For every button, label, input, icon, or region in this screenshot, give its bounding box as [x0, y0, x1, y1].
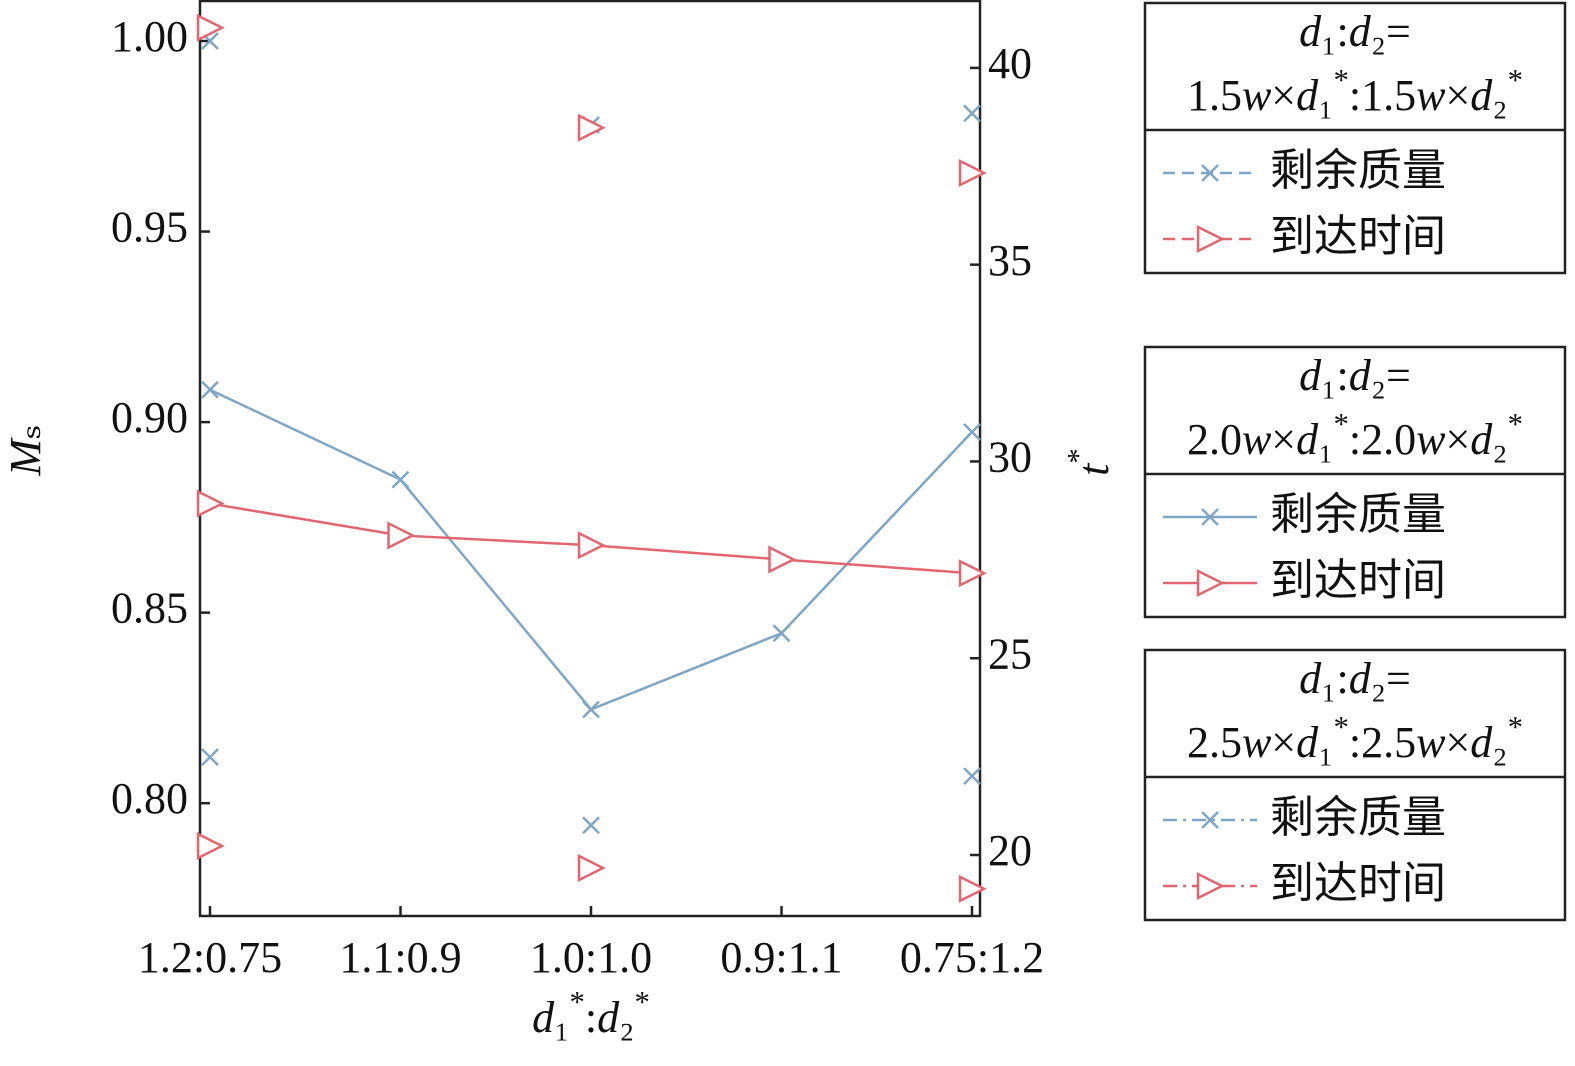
marker-triangle — [958, 559, 987, 588]
y-tick-label: 0.90 — [111, 393, 188, 442]
legend-label: 剩余质量 — [1270, 146, 1446, 195]
marker-triangle — [196, 13, 225, 42]
legend-label: 剩余质量 — [1270, 793, 1446, 842]
marker-x — [582, 816, 600, 835]
legend-title: d₁:d₂= — [1299, 351, 1411, 400]
legend-box — [1143, 345, 1567, 619]
legend-title: d₁:d₂= — [1299, 7, 1411, 56]
legend-title: 1.5w×d₁*:1.5w×d₂* — [1187, 63, 1523, 120]
y-tick-label: 1.00 — [111, 12, 188, 61]
legend-marker — [1201, 164, 1219, 182]
marker-triangle — [958, 874, 987, 903]
x-tick-label: 1.1:0.9 — [339, 933, 461, 982]
y2-tick-label: 25 — [988, 629, 1032, 678]
marker-triangle — [577, 531, 606, 560]
y-tick-label: 0.85 — [111, 584, 188, 633]
y2-axis-label: t* — [1061, 448, 1118, 476]
legend-label: 到达时间 — [1270, 212, 1446, 261]
marker-triangle — [958, 158, 987, 188]
x-tick-label: 0.9:1.1 — [720, 933, 842, 982]
marker-x — [772, 624, 791, 643]
marker-triangle — [387, 521, 416, 550]
legend-marker — [1196, 871, 1225, 901]
marker-x — [963, 423, 981, 441]
marker-triangle — [196, 489, 225, 518]
y2-tick-label: 20 — [988, 826, 1032, 875]
y2-tick-label: 35 — [988, 236, 1032, 285]
y-tick-label: 0.95 — [111, 203, 188, 252]
x-axis-label: d₁*:d₂* — [532, 985, 650, 1042]
marker-triangle — [196, 831, 225, 860]
legend-marker — [1201, 508, 1219, 526]
legend-marker — [1196, 224, 1225, 254]
marker-triangle — [577, 113, 606, 142]
legend-box — [1143, 1, 1567, 275]
y2-tick-label: 40 — [988, 39, 1032, 88]
marker-triangle — [768, 545, 797, 574]
legend-label: 到达时间 — [1270, 859, 1446, 908]
marker-triangle — [577, 853, 606, 883]
y-tick-label: 0.80 — [111, 774, 188, 823]
y2-tick-label: 30 — [988, 433, 1032, 482]
y-axis-label: Mₛ — [1, 424, 50, 476]
x-tick-label: 1.2:0.75 — [138, 933, 282, 982]
legend-label: 到达时间 — [1270, 556, 1446, 605]
legend-box — [1143, 648, 1567, 922]
legend-title: 2.5w×d₁*:2.5w×d₂* — [1187, 710, 1523, 767]
plot-frame — [198, 0, 982, 918]
legend-marker — [1201, 811, 1219, 829]
marker-x — [391, 470, 410, 489]
legend-label: 剩余质量 — [1270, 490, 1446, 539]
marker-x — [963, 104, 981, 123]
legend-title: 2.0w×d₁*:2.0w×d₂* — [1187, 407, 1523, 464]
marker-x — [201, 380, 219, 399]
legend-title: d₁:d₂= — [1299, 654, 1411, 703]
x-tick-label: 1.0:1.0 — [530, 933, 652, 982]
marker-x — [963, 767, 981, 786]
marker-x — [201, 748, 219, 766]
legend-marker — [1196, 568, 1225, 598]
marker-x — [582, 700, 600, 719]
x-tick-label: 0.75:1.2 — [900, 933, 1044, 982]
